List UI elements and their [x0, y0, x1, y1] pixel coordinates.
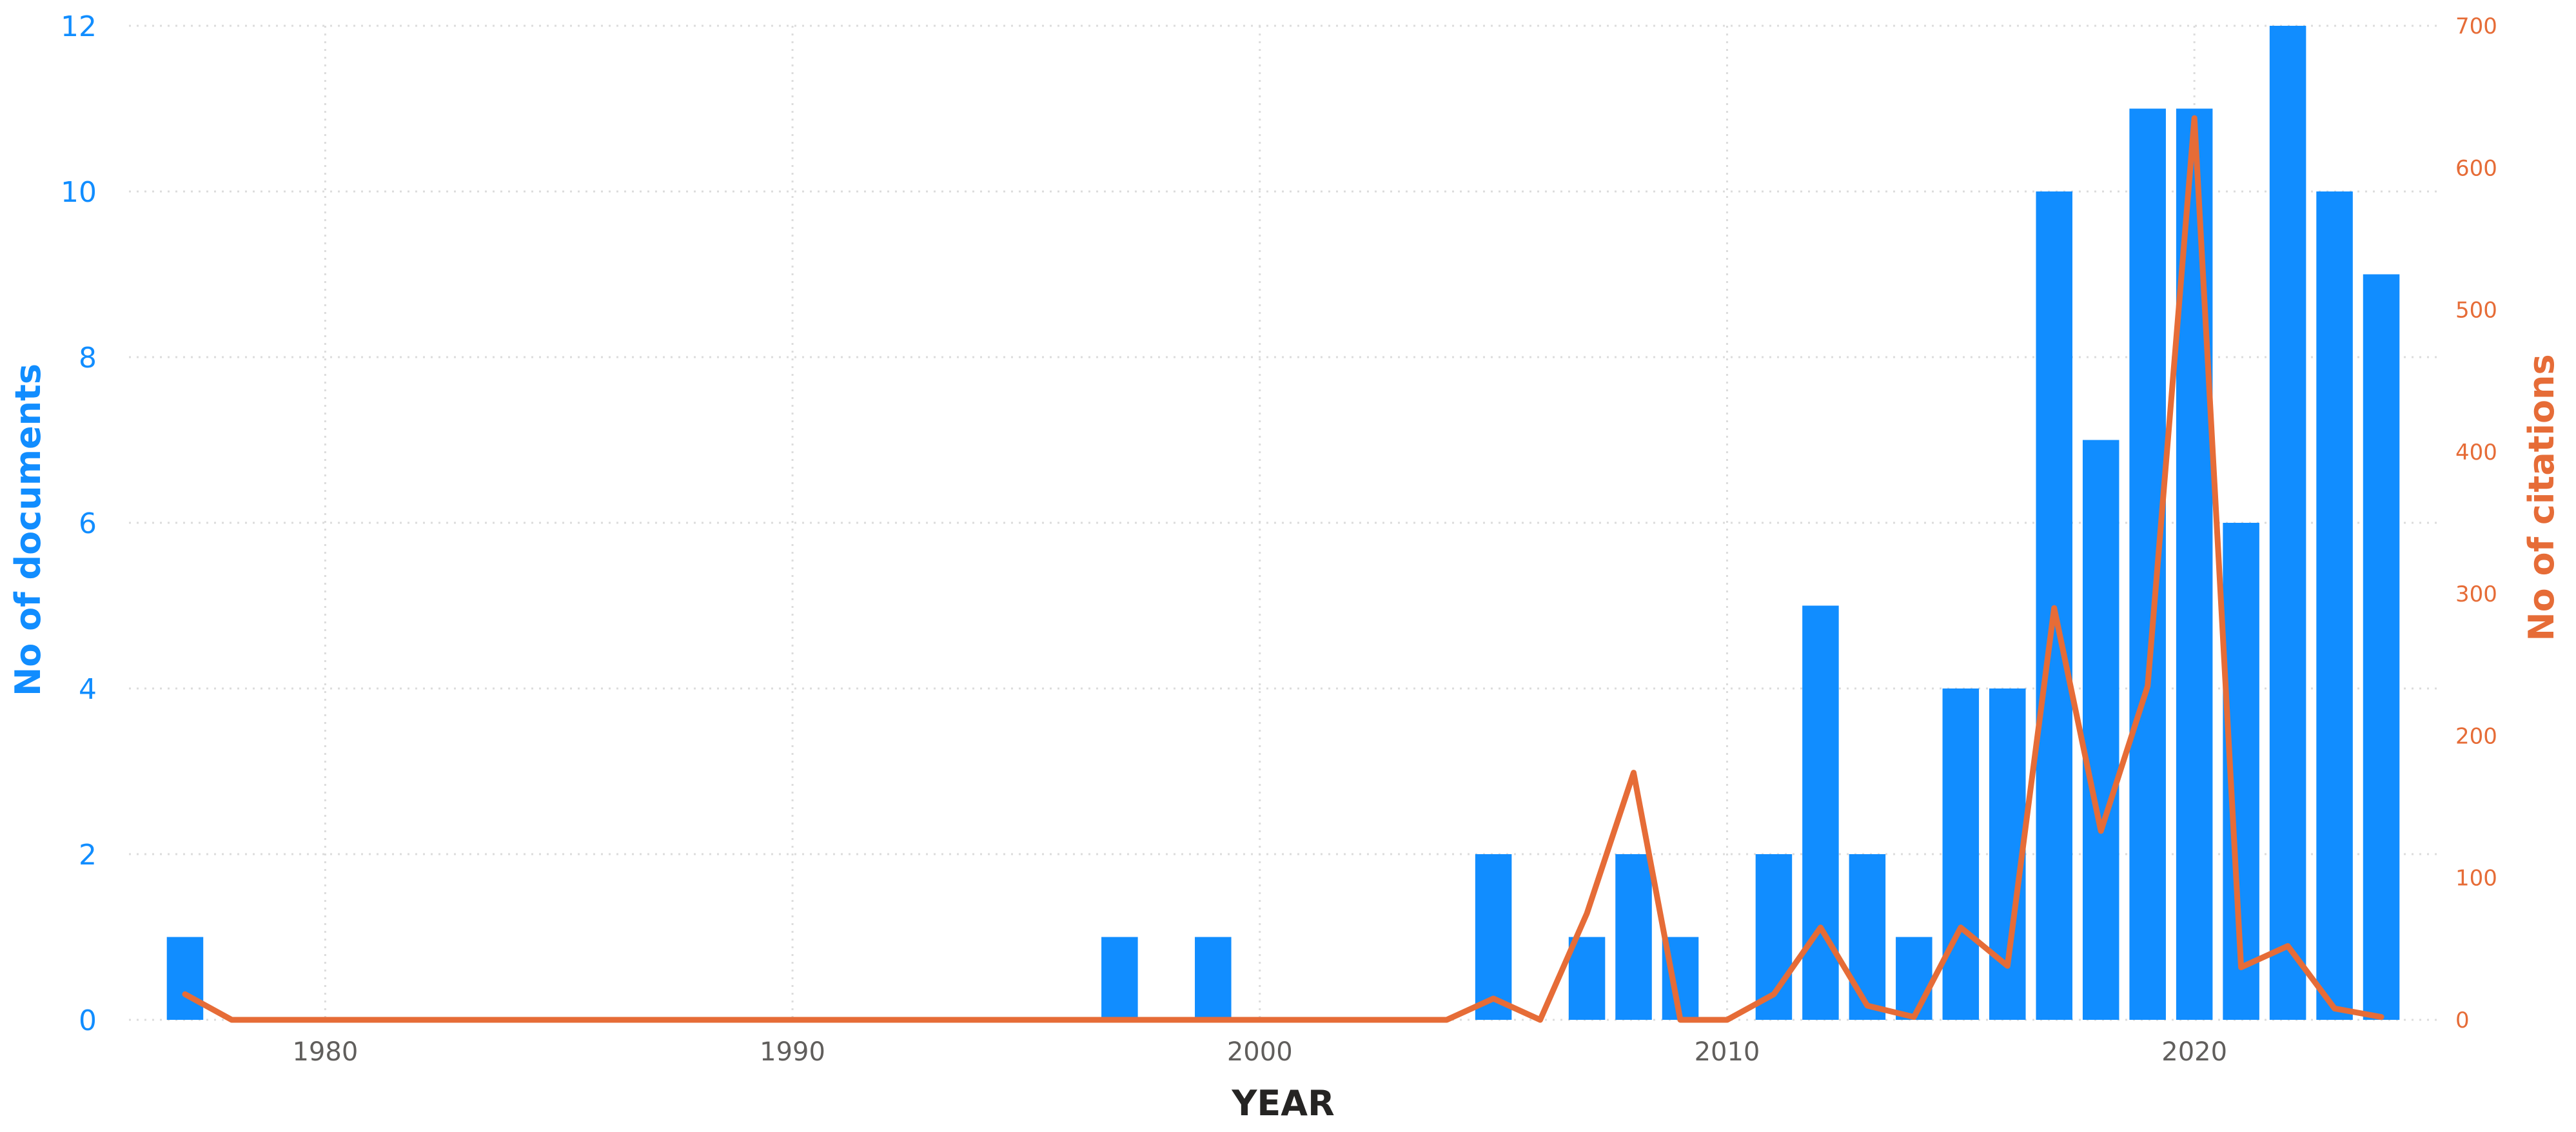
point-citations-2023[interactable]	[2332, 1006, 2337, 1011]
point-citations-2008[interactable]	[1631, 770, 1637, 776]
y-right-tick-label: 100	[2455, 866, 2497, 892]
bar-documents-2023[interactable]	[2316, 191, 2353, 1020]
y-right-tick-label: 300	[2455, 581, 2497, 607]
y-left-tick-label: 2	[79, 839, 97, 872]
point-citations-1985[interactable]	[556, 1017, 562, 1022]
point-citations-1977[interactable]	[182, 991, 188, 997]
point-citations-1997[interactable]	[1117, 1017, 1122, 1022]
point-citations-2016[interactable]	[2005, 963, 2010, 968]
x-tick-label: 2000	[1227, 1037, 1293, 1067]
point-citations-2006[interactable]	[1538, 1017, 1543, 1022]
point-citations-1989[interactable]	[743, 1017, 749, 1022]
right-axis-ticks: 0 100 200 300 400 500 600 700	[2455, 14, 2497, 1033]
left-axis-ticks: 0 2 4 6 8 10 12	[61, 10, 97, 1037]
bar-documents-2014[interactable]	[1896, 937, 1932, 1020]
point-citations-1993[interactable]	[930, 1017, 935, 1022]
point-citations-2007[interactable]	[1584, 911, 1589, 916]
point-citations-2002[interactable]	[1351, 1017, 1356, 1022]
point-citations-2012[interactable]	[1818, 925, 1823, 930]
point-citations-2014[interactable]	[1911, 1015, 1916, 1020]
point-citations-1986[interactable]	[603, 1017, 608, 1022]
point-citations-1998[interactable]	[1164, 1017, 1169, 1022]
y-right-tick-label: 200	[2455, 723, 2497, 749]
y-right-tick-label: 400	[2455, 440, 2497, 465]
x-tick-label: 2020	[2161, 1037, 2227, 1067]
bars-layer	[166, 26, 2400, 1020]
point-citations-2009[interactable]	[1678, 1017, 1683, 1022]
point-citations-2000[interactable]	[1257, 1017, 1263, 1022]
y-axis-right-title: No of citations	[2521, 354, 2562, 641]
x-axis-title: YEAR	[1231, 1083, 1334, 1124]
bar-documents-2022[interactable]	[2269, 26, 2306, 1020]
bar-documents-1999[interactable]	[1195, 937, 1232, 1020]
point-citations-1988[interactable]	[696, 1017, 702, 1022]
bar-documents-2005[interactable]	[1475, 854, 1512, 1020]
y-left-tick-label: 6	[79, 507, 97, 540]
y-right-tick-label: 600	[2455, 155, 2497, 181]
point-citations-1980[interactable]	[322, 1017, 328, 1022]
y-left-tick-label: 12	[61, 10, 97, 43]
point-citations-2003[interactable]	[1397, 1017, 1402, 1022]
y-left-tick-label: 0	[79, 1004, 97, 1037]
point-citations-1996[interactable]	[1070, 1017, 1076, 1022]
point-citations-2004[interactable]	[1444, 1017, 1450, 1022]
bar-documents-2024[interactable]	[2363, 274, 2400, 1020]
line-citations[interactable]	[182, 115, 2384, 1023]
y-left-tick-label: 4	[79, 673, 97, 706]
point-citations-1987[interactable]	[650, 1017, 655, 1022]
y-right-tick-label: 0	[2455, 1008, 2470, 1033]
y-right-tick-label: 700	[2455, 14, 2497, 39]
point-citations-2018[interactable]	[2098, 828, 2103, 834]
point-citations-1994[interactable]	[977, 1017, 982, 1022]
x-axis-ticks: 1980 1990 2000 2010 2020	[292, 1037, 2227, 1067]
point-citations-2015[interactable]	[1958, 925, 1963, 930]
y-left-tick-label: 8	[79, 342, 97, 375]
point-citations-2022[interactable]	[2285, 943, 2290, 948]
bar-documents-2012[interactable]	[1802, 605, 1839, 1020]
y-right-tick-label: 500	[2455, 298, 2497, 324]
point-citations-2005[interactable]	[1491, 996, 1496, 1001]
point-citations-2001[interactable]	[1304, 1017, 1309, 1022]
bar-documents-2008[interactable]	[1615, 854, 1652, 1020]
bar-documents-2007[interactable]	[1568, 937, 1606, 1020]
x-tick-label: 1980	[292, 1037, 358, 1067]
point-citations-2017[interactable]	[2052, 605, 2057, 610]
point-citations-2010[interactable]	[1724, 1017, 1729, 1022]
point-citations-2021[interactable]	[2239, 964, 2244, 970]
point-citations-1982[interactable]	[416, 1017, 421, 1022]
point-citations-2020[interactable]	[2192, 115, 2197, 121]
bar-documents-1977[interactable]	[166, 937, 204, 1020]
y-left-tick-label: 10	[61, 176, 97, 209]
point-citations-1990[interactable]	[790, 1017, 795, 1022]
point-citations-1981[interactable]	[369, 1017, 375, 1022]
point-citations-2011[interactable]	[1771, 991, 1776, 997]
point-citations-1978[interactable]	[229, 1017, 234, 1022]
point-citations-2013[interactable]	[1865, 1003, 1870, 1008]
point-citations-1984[interactable]	[509, 1017, 515, 1022]
point-citations-1992[interactable]	[883, 1017, 889, 1022]
x-tick-label: 2010	[1695, 1037, 1760, 1067]
bar-documents-2015[interactable]	[1942, 688, 1980, 1020]
x-tick-label: 1990	[760, 1037, 825, 1067]
point-citations-1979[interactable]	[276, 1017, 281, 1022]
line-layer	[182, 115, 2384, 1023]
point-citations-2024[interactable]	[2379, 1015, 2384, 1020]
bar-documents-1997[interactable]	[1101, 937, 1138, 1020]
point-citations-1999[interactable]	[1210, 1017, 1215, 1022]
point-citations-2019[interactable]	[2145, 683, 2150, 688]
point-citations-1983[interactable]	[463, 1017, 468, 1022]
point-citations-1991[interactable]	[837, 1017, 842, 1022]
y-axis-left-title: No of documents	[8, 364, 48, 696]
bar-documents-2018[interactable]	[2082, 440, 2119, 1020]
point-citations-1995[interactable]	[1023, 1017, 1028, 1022]
bar-documents-2013[interactable]	[1849, 854, 1886, 1020]
